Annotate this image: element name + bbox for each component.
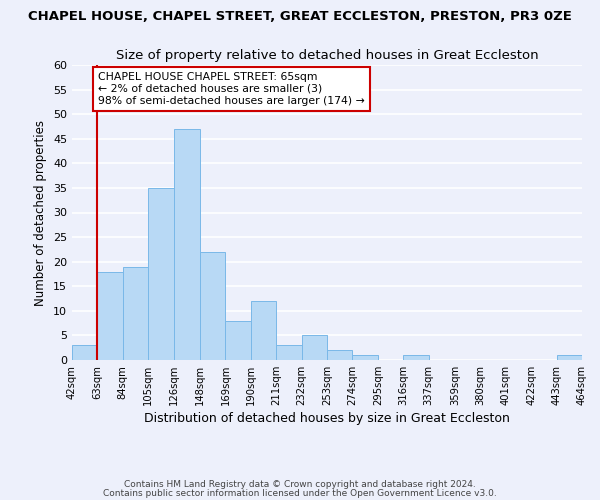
Text: CHAPEL HOUSE CHAPEL STREET: 65sqm
← 2% of detached houses are smaller (3)
98% of: CHAPEL HOUSE CHAPEL STREET: 65sqm ← 2% o… [98,72,365,106]
Bar [72,345,97,360]
Bar [200,252,226,360]
Bar [123,266,148,360]
Bar [276,345,302,360]
Bar [226,320,251,360]
Bar [97,272,123,360]
Text: CHAPEL HOUSE, CHAPEL STREET, GREAT ECCLESTON, PRESTON, PR3 0ZE: CHAPEL HOUSE, CHAPEL STREET, GREAT ECCLE… [28,10,572,23]
Text: Contains public sector information licensed under the Open Government Licence v3: Contains public sector information licen… [103,488,497,498]
Bar [302,336,327,360]
Bar [327,350,352,360]
Bar [352,355,378,360]
Bar [251,301,276,360]
X-axis label: Distribution of detached houses by size in Great Eccleston: Distribution of detached houses by size … [144,412,510,425]
Y-axis label: Number of detached properties: Number of detached properties [34,120,47,306]
Title: Size of property relative to detached houses in Great Eccleston: Size of property relative to detached ho… [116,50,538,62]
Text: Contains HM Land Registry data © Crown copyright and database right 2024.: Contains HM Land Registry data © Crown c… [124,480,476,489]
Bar [403,355,428,360]
Bar [148,188,173,360]
Bar [173,129,200,360]
Bar [557,355,582,360]
